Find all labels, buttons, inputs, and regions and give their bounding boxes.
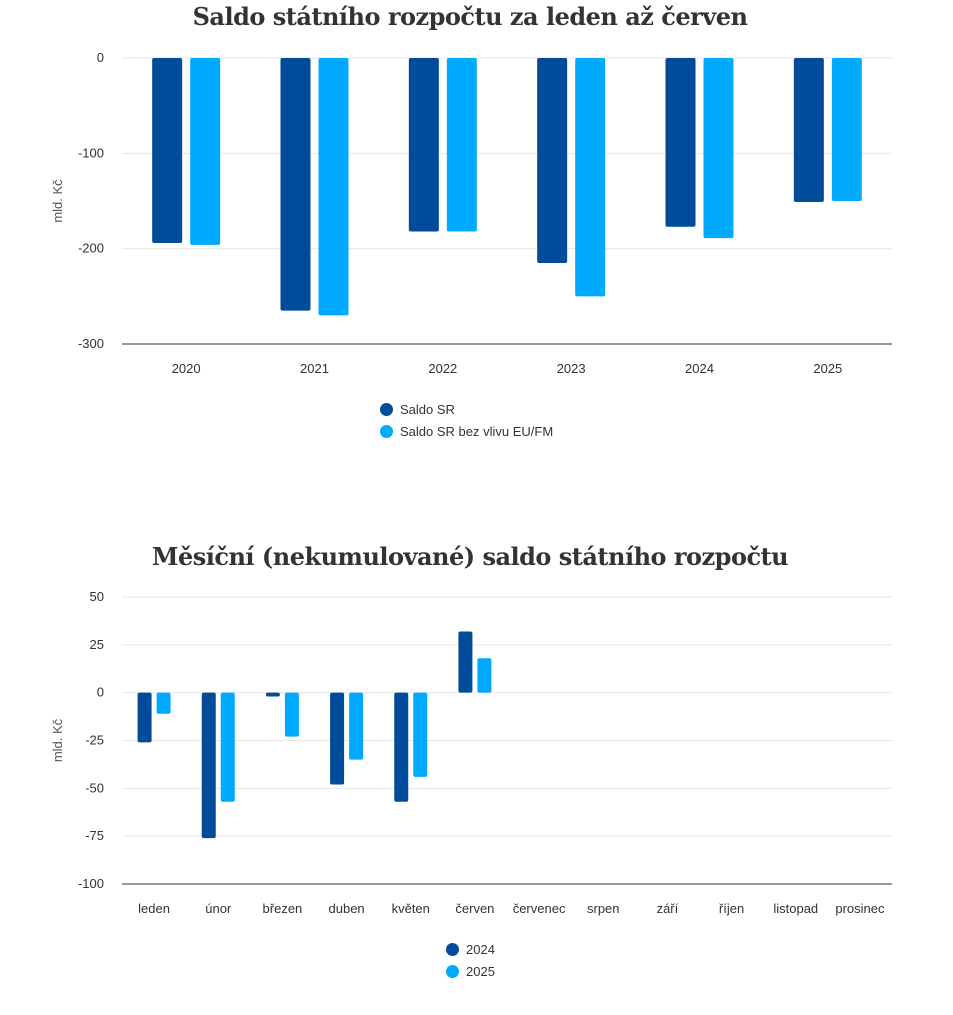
x-tick-label: únor xyxy=(205,901,232,916)
x-tick-label: listopad xyxy=(773,901,818,916)
bar xyxy=(318,58,349,316)
x-tick-label: 2023 xyxy=(557,361,586,376)
bar xyxy=(280,58,311,311)
bar xyxy=(284,692,299,737)
bar xyxy=(152,58,183,243)
x-tick-label: 2022 xyxy=(428,361,457,376)
y-tick-label: -100 xyxy=(78,145,104,160)
chart-plot-area: 50 25 0 -25 -50 -75 -100 mld. Kč leden únor březen… xyxy=(50,589,892,916)
y-tick-label: 25 xyxy=(90,637,104,652)
x-tick-label: červenec xyxy=(513,901,566,916)
y-tick-label: -300 xyxy=(78,336,104,351)
x-tick-label: 2025 xyxy=(813,361,842,376)
bar xyxy=(831,58,862,201)
y-tick-label: 50 xyxy=(90,589,104,604)
x-tick-label: květen xyxy=(392,901,430,916)
legend-label: 2024 xyxy=(466,941,495,957)
bar xyxy=(408,58,439,232)
legend-label: Saldo SR bez vlivu EU/FM xyxy=(400,423,554,439)
bar xyxy=(265,692,280,697)
y-tick-label: -50 xyxy=(85,780,104,795)
bar xyxy=(665,58,696,227)
x-tick-label: duben xyxy=(329,901,365,916)
legend-swatch xyxy=(446,942,459,956)
y-tick-label: -75 xyxy=(85,828,104,843)
bar xyxy=(156,692,171,714)
chart-legend: 2024 2025 xyxy=(446,938,495,982)
x-tick-label: září xyxy=(657,901,679,916)
bar xyxy=(137,692,152,743)
chart-plot-area: 0 -100 -200 -300 mld. Kč 2020 2021 2022 2023 2024… xyxy=(50,50,892,376)
bar xyxy=(349,692,364,760)
bar xyxy=(394,692,409,802)
x-tick-label: prosinec xyxy=(835,901,885,916)
bar xyxy=(793,58,824,202)
legend-label: 2025 xyxy=(466,963,495,979)
legend-swatch xyxy=(380,424,393,438)
bar xyxy=(703,58,734,239)
legend-item[interactable]: 2024 xyxy=(446,938,495,960)
bar xyxy=(477,658,492,693)
legend-item[interactable]: 2025 xyxy=(446,960,495,982)
bar xyxy=(537,58,568,263)
bar xyxy=(446,58,477,232)
chart-annual-balance: Saldo státního rozpočtu za leden až červ… xyxy=(0,0,953,470)
bar xyxy=(190,58,221,245)
legend-swatch xyxy=(380,402,393,416)
y-tick-label: 0 xyxy=(97,685,104,700)
bar xyxy=(220,692,235,802)
x-tick-label: březen xyxy=(263,901,303,916)
chart-title: Saldo státního rozpočtu za leden až červ… xyxy=(192,2,748,31)
bar xyxy=(201,692,216,839)
x-tick-label: leden xyxy=(138,901,170,916)
chart-title: Měsíční (nekumulované) saldo státního ro… xyxy=(151,542,789,571)
x-tick-label: červen xyxy=(455,901,494,916)
x-tick-label: říjen xyxy=(719,901,744,916)
x-tick-label: 2021 xyxy=(300,361,329,376)
bar xyxy=(330,692,345,785)
legend-item[interactable]: Saldo SR xyxy=(380,398,553,420)
x-tick-label: 2024 xyxy=(685,361,714,376)
y-tick-label: -100 xyxy=(78,876,104,891)
y-tick-label: -200 xyxy=(78,241,104,256)
chart-monthly-balance: Měsíční (nekumulované) saldo státního ro… xyxy=(0,530,953,1015)
bar xyxy=(413,692,428,777)
chart-legend: Saldo SR Saldo SR bez vlivu EU/FM xyxy=(380,398,553,442)
x-tick-label: 2020 xyxy=(172,361,201,376)
y-tick-label: -25 xyxy=(85,733,104,748)
bar xyxy=(575,58,606,297)
legend-item[interactable]: Saldo SR bez vlivu EU/FM xyxy=(380,420,553,442)
bar xyxy=(458,631,473,693)
y-axis-label: mld. Kč xyxy=(50,179,65,223)
x-tick-label: srpen xyxy=(587,901,620,916)
y-tick-label: 0 xyxy=(97,50,104,65)
y-axis-label: mld. Kč xyxy=(50,718,65,762)
legend-swatch xyxy=(446,964,459,978)
legend-label: Saldo SR xyxy=(400,401,455,417)
